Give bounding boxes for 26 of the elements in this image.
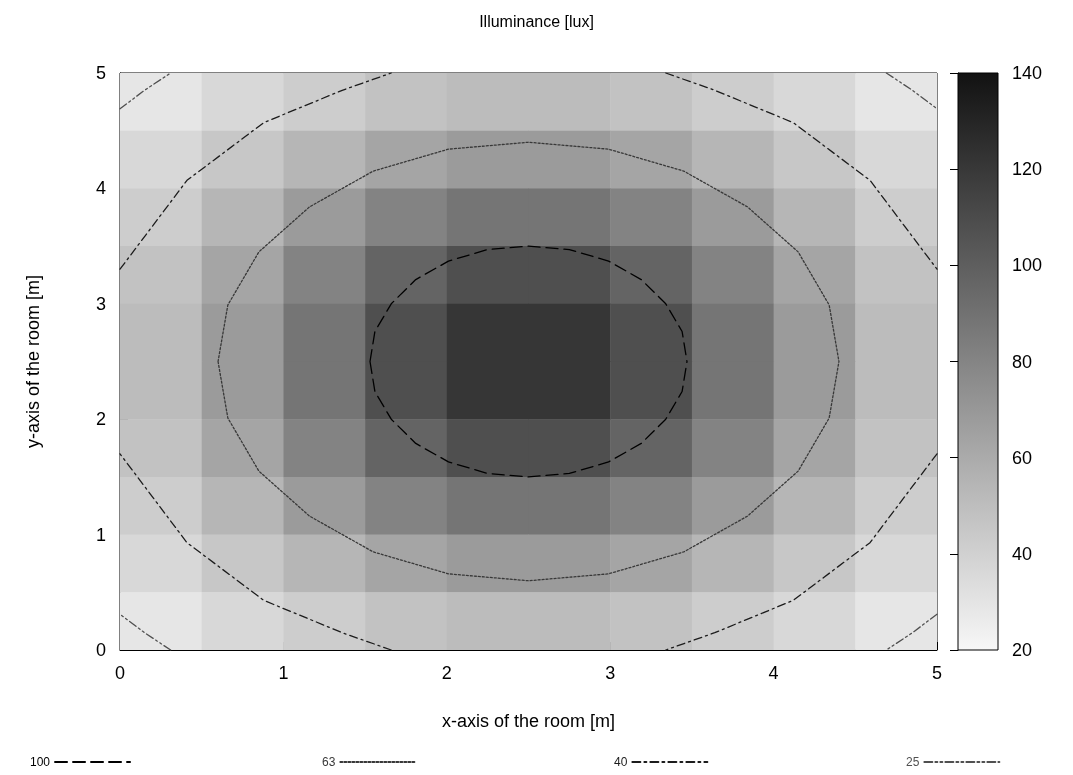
color-bar-label: 20 (1012, 640, 1033, 660)
y-tick-label: 3 (95, 293, 106, 314)
y-tick-label: 5 (95, 63, 106, 83)
text: 63 (321, 755, 336, 769)
x-tick-label: 2 (441, 663, 452, 683)
text: 40 (613, 755, 628, 769)
y-tick-label: 1 (95, 524, 106, 545)
chart-title: Illuminance [lux] (479, 12, 594, 30)
y-axis-title: y-axis of the room [m] (23, 274, 43, 449)
x-tick-label: 3 (605, 663, 616, 683)
color-bar-label: 40 (1012, 543, 1033, 564)
text: 100 (29, 755, 51, 769)
x-tick-label: 4 (768, 663, 779, 683)
text: 25 (905, 755, 920, 769)
x-axis-title: x-axis of the room [m] (441, 711, 616, 731)
x-tick-label: 5 (931, 663, 943, 683)
color-bar-label: 120 (1012, 159, 1043, 180)
y-tick-label: 2 (95, 409, 106, 430)
color-bar-label: 140 (1012, 63, 1043, 83)
y-tick-label: 4 (95, 178, 106, 199)
y-tick-label: 0 (95, 640, 106, 660)
x-tick-label: 1 (278, 663, 289, 683)
color-bar-label: 60 (1012, 447, 1033, 468)
color-bar-label: 100 (1012, 255, 1043, 276)
x-tick-label: 0 (114, 663, 126, 683)
color-bar-label: 80 (1012, 351, 1033, 372)
